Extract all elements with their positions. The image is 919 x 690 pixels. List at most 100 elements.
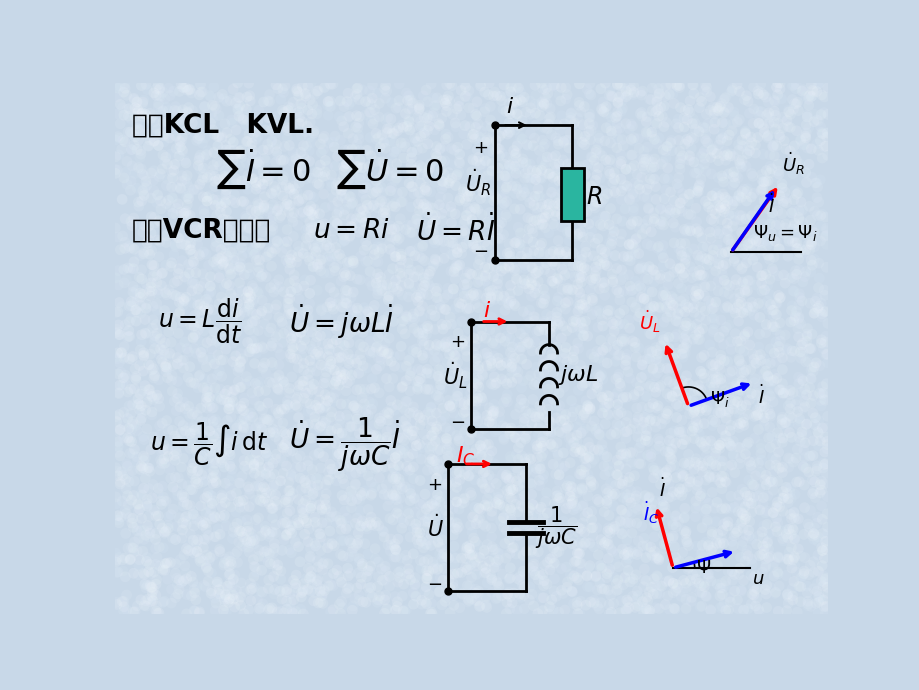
Point [586, 444, 601, 455]
Point [709, 102, 723, 113]
Point [605, 546, 619, 557]
Point [724, 85, 739, 96]
Point [535, 83, 550, 94]
Point [176, 518, 190, 529]
Point [273, 349, 288, 360]
Point [576, 324, 591, 335]
Point [291, 90, 306, 101]
Point [442, 426, 457, 437]
Point [610, 97, 625, 108]
Text: $i$: $i$ [505, 97, 514, 117]
Point [290, 251, 305, 262]
Point [176, 82, 190, 93]
Point [411, 531, 425, 542]
Point [405, 311, 420, 322]
Point [479, 473, 494, 484]
Point [169, 181, 184, 193]
Point [290, 362, 305, 373]
Point [739, 226, 754, 237]
Point [581, 112, 596, 123]
Point [480, 135, 494, 146]
Point [777, 344, 792, 355]
Point [652, 380, 667, 391]
Point [133, 336, 148, 347]
Point [250, 115, 265, 126]
Point [483, 573, 498, 584]
Point [229, 422, 244, 433]
Point [467, 373, 482, 384]
Point [685, 395, 699, 406]
Point [305, 489, 320, 500]
Point [466, 290, 481, 302]
Point [748, 388, 763, 399]
Point [534, 173, 549, 184]
Point [820, 82, 834, 93]
Point [117, 341, 131, 352]
Point [812, 435, 827, 446]
Point [147, 437, 162, 448]
Point [522, 197, 537, 208]
Point [356, 205, 370, 216]
Point [528, 99, 542, 110]
Point [430, 435, 445, 446]
Point [151, 140, 165, 151]
Point [405, 549, 420, 560]
Point [746, 188, 761, 199]
Point [228, 97, 243, 108]
Point [645, 264, 660, 275]
Point [169, 521, 184, 532]
Point [404, 181, 419, 192]
Point [256, 318, 271, 329]
Point [732, 458, 746, 469]
Point [108, 168, 122, 179]
Point [161, 284, 176, 295]
Point [410, 326, 425, 337]
Point [465, 155, 480, 166]
Point [718, 322, 732, 333]
Point [758, 505, 773, 516]
Point [268, 299, 283, 310]
Point [360, 145, 375, 156]
Point [641, 203, 655, 214]
Point [323, 95, 337, 106]
Point [513, 250, 528, 262]
Point [350, 538, 365, 549]
Point [618, 605, 633, 616]
Point [720, 195, 734, 206]
Point [293, 484, 308, 495]
Point [139, 600, 153, 611]
Point [122, 448, 137, 459]
Point [524, 172, 539, 184]
Point [444, 335, 459, 346]
Point [379, 318, 393, 329]
Point [115, 379, 130, 390]
Point [459, 351, 473, 362]
Point [716, 94, 731, 105]
Point [765, 562, 779, 573]
Point [670, 278, 685, 289]
Point [138, 404, 153, 415]
Point [747, 498, 762, 509]
Point [528, 326, 543, 337]
Point [535, 441, 550, 452]
Point [291, 520, 306, 531]
Point [672, 483, 686, 494]
Point [502, 159, 516, 170]
Point [317, 585, 332, 596]
Point [347, 479, 362, 490]
Point [646, 174, 661, 185]
Point [513, 95, 528, 106]
Point [584, 348, 598, 359]
Point [354, 203, 369, 214]
Point [451, 435, 466, 446]
Point [448, 460, 462, 471]
Point [332, 419, 346, 430]
Point [306, 379, 321, 390]
Point [818, 544, 833, 555]
Point [133, 300, 148, 311]
Point [584, 571, 598, 582]
Point [761, 254, 776, 265]
Point [522, 526, 537, 537]
Point [642, 328, 657, 339]
Point [460, 413, 474, 424]
